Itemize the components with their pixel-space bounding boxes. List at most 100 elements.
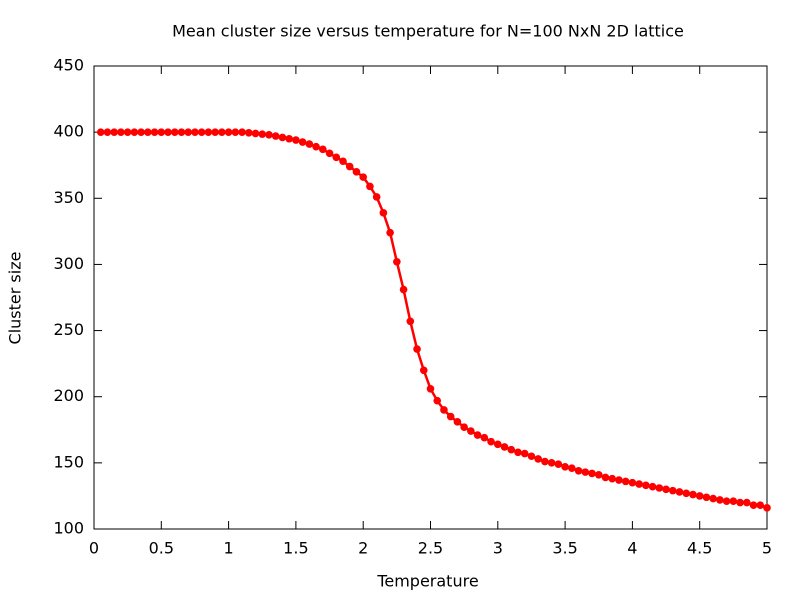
data-point: [588, 469, 596, 478]
data-point: [460, 423, 468, 431]
data-point: [103, 128, 112, 136]
data-point: [763, 504, 771, 512]
y-axis-label: Cluster size: [6, 252, 25, 345]
y-tick-label: 350: [53, 188, 84, 207]
data-point: [258, 130, 267, 138]
data-point: [164, 128, 172, 136]
data-point: [399, 285, 408, 294]
data-point: [668, 486, 677, 495]
data-point: [467, 427, 475, 435]
data-point: [305, 140, 314, 148]
data-point: [729, 497, 738, 506]
data-point: [494, 440, 502, 449]
data-point: [325, 149, 334, 158]
x-axis-label: Temperature: [376, 572, 478, 591]
data-point: [601, 473, 610, 482]
data-point: [642, 481, 650, 490]
data-point: [319, 145, 327, 154]
data-point: [541, 457, 549, 466]
data-point: [265, 130, 273, 139]
data-point: [170, 128, 179, 136]
data-point: [568, 464, 576, 472]
data-point: [615, 476, 623, 484]
data-point: [749, 501, 758, 509]
x-tick-label: 4.5: [687, 539, 712, 558]
data-point: [453, 418, 462, 426]
data-point: [756, 501, 765, 509]
x-tick-label: 4: [627, 539, 637, 558]
data-point: [581, 468, 590, 476]
y-tick-label: 150: [53, 452, 84, 471]
data-point: [682, 489, 691, 498]
data-point: [117, 128, 125, 136]
data-point: [574, 466, 583, 475]
data-point: [191, 128, 199, 136]
data-point: [366, 182, 374, 191]
x-tick-label: 5: [762, 539, 772, 558]
data-point: [722, 497, 731, 506]
data-point: [480, 433, 489, 442]
data-point: [426, 384, 435, 393]
data-point: [527, 452, 536, 461]
data-point: [406, 317, 415, 326]
data-point: [473, 431, 482, 439]
data-point: [197, 128, 206, 136]
data-point: [292, 136, 300, 144]
data-point: [204, 128, 213, 136]
data-point: [218, 128, 226, 136]
x-tick-label: 0: [89, 539, 99, 558]
y-tick-label: 400: [53, 122, 84, 141]
data-point: [345, 162, 354, 171]
data-point: [224, 128, 233, 136]
data-point: [675, 488, 684, 496]
data-point: [487, 437, 495, 446]
x-tick-label: 2: [358, 539, 368, 558]
data-point: [285, 134, 293, 143]
chart-title: Mean cluster size versus temperature for…: [172, 22, 684, 41]
data-point: [743, 498, 751, 507]
data-point: [507, 445, 516, 454]
data-point: [440, 406, 448, 414]
y-tick-label: 300: [53, 254, 84, 273]
data-point: [594, 470, 603, 479]
data-point: [554, 460, 563, 468]
data-point: [157, 128, 166, 136]
data-point: [251, 129, 260, 138]
data-point: [332, 153, 341, 162]
y-tick-label: 100: [53, 519, 84, 538]
data-point: [709, 494, 717, 503]
data-point: [184, 128, 193, 136]
data-point: [534, 455, 542, 463]
data-point: [561, 463, 569, 471]
data-point: [648, 482, 657, 491]
data-point: [238, 128, 246, 136]
x-tick-label: 2.5: [418, 539, 443, 558]
data-point: [177, 128, 186, 136]
data-point: [689, 490, 697, 499]
data-point: [446, 412, 455, 421]
data-point: [386, 228, 394, 237]
data-point: [433, 396, 442, 405]
data-point: [372, 193, 381, 201]
data-point: [413, 345, 421, 353]
data-point: [419, 366, 428, 375]
data-point: [628, 478, 637, 487]
data-point: [514, 448, 522, 457]
data-point: [130, 128, 139, 136]
data-point: [500, 443, 509, 451]
x-tick-label: 3: [493, 539, 503, 558]
data-point: [123, 128, 132, 136]
data-point: [662, 485, 670, 494]
x-tick-label: 1.5: [283, 539, 308, 558]
data-point: [359, 173, 368, 181]
data-point: [271, 132, 280, 140]
data-point: [635, 480, 643, 488]
data-point: [608, 474, 617, 483]
data-point: [695, 492, 704, 500]
data-point: [621, 477, 630, 486]
y-tick-label: 450: [53, 56, 84, 75]
data-point: [244, 129, 253, 137]
data-point: [379, 209, 388, 217]
